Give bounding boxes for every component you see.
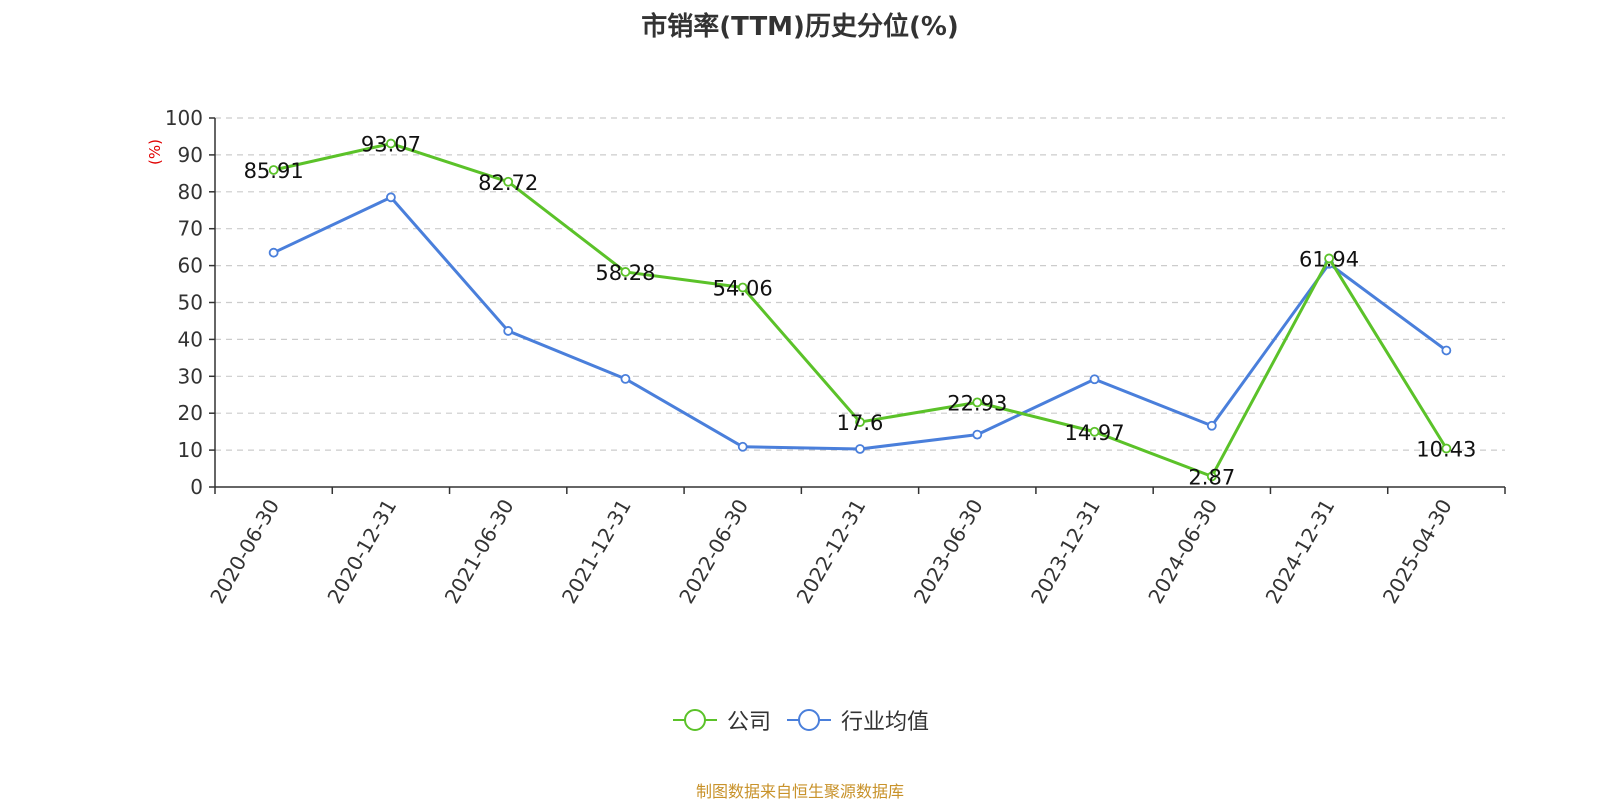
x-tick-label: 2024-12-31 <box>1261 495 1340 608</box>
axes: 0 10 20 30 40 50 60 70 80 90 100 2020-06-30 2020-12-… <box>165 106 1506 608</box>
y-tick-label: 80 <box>178 180 203 204</box>
data-label: 93.07 <box>361 133 421 157</box>
y-tick-label: 0 <box>190 475 203 499</box>
y-tick-label: 10 <box>178 438 203 462</box>
data-point <box>503 176 514 187</box>
legend-item-industry-average[interactable]: 行业均值 <box>785 704 929 736</box>
y-tick-label: 70 <box>178 217 203 241</box>
data-point <box>1206 420 1217 431</box>
source-note: 制图数据来自恒生聚源数据库 <box>695 782 904 801</box>
data-label: 58.28 <box>595 261 655 285</box>
data-point <box>1324 253 1334 264</box>
x-tick-label: 2023-06-30 <box>909 495 988 608</box>
data-point <box>268 165 279 175</box>
y-tick-label: 90 <box>178 143 203 167</box>
data-point <box>386 192 396 203</box>
grid-lines <box>215 117 1505 451</box>
data-point <box>972 429 983 440</box>
data-label: 61.94 <box>1299 247 1359 271</box>
data-point <box>268 247 279 258</box>
data-point <box>737 282 748 293</box>
data-label: 82.72 <box>478 171 538 195</box>
y-tick-label: 100 <box>165 106 203 130</box>
x-tick-label: 2023-12-31 <box>1026 495 1105 608</box>
data-label: 17.6 <box>837 411 884 435</box>
data-point <box>620 267 631 277</box>
legend: 公司 行业均值 <box>0 704 1600 736</box>
x-tick-label: 2022-12-31 <box>791 495 870 608</box>
data-point <box>1441 345 1452 356</box>
data-label: 85.91 <box>244 159 304 183</box>
data-point <box>386 138 396 149</box>
data-point <box>855 444 865 454</box>
legend-label-company: 公司 <box>726 710 771 735</box>
series <box>268 138 1452 482</box>
data-point <box>972 397 983 408</box>
legend-item-company[interactable]: 公司 <box>671 704 771 736</box>
data-label: 14.97 <box>1064 421 1124 445</box>
data-label: 54.06 <box>713 277 773 301</box>
y-tick-label: 20 <box>178 401 203 425</box>
data-label: 22.93 <box>947 391 1007 415</box>
data-point <box>737 441 748 452</box>
x-tick-label: 2022-06-30 <box>674 495 753 608</box>
legend-line-circle-icon <box>672 709 717 731</box>
legend-line-circle-icon <box>787 709 831 731</box>
data-point <box>503 326 514 336</box>
y-tick-label: 60 <box>178 254 203 278</box>
data-point <box>1089 426 1100 437</box>
y-tick-label: 50 <box>178 291 203 315</box>
data-point <box>620 373 631 384</box>
legend-label-industry-average: 行业均值 <box>841 710 930 735</box>
data-point <box>855 417 865 427</box>
x-tick-label: 2025-04-30 <box>1378 495 1457 608</box>
y-tick-label: 30 <box>178 364 203 388</box>
x-tick-label: 2024-06-30 <box>1143 495 1222 608</box>
x-tick-label: 2021-12-31 <box>557 495 636 608</box>
chart-title: 市销率(TTM)历史分位(%) <box>641 12 959 42</box>
data-labels: 85.91 93.07 82.72 58.28 54.06 17.6 22.93 14.97 2… <box>244 133 1477 490</box>
data-point <box>1441 443 1452 454</box>
x-tick-label: 2021-06-30 <box>440 495 519 608</box>
data-point <box>1206 471 1217 482</box>
y-tick-label: 40 <box>178 327 203 351</box>
x-tick-label: 2020-06-30 <box>205 495 284 608</box>
y-axis-label: (%) <box>146 139 164 165</box>
data-point <box>1089 374 1100 385</box>
x-tick-label: 2020-12-31 <box>322 495 401 608</box>
data-label: 2.87 <box>1188 465 1235 489</box>
data-label: 10.43 <box>1416 438 1476 462</box>
